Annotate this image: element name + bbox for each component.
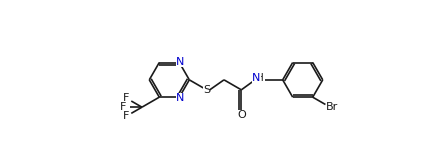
Text: Br: Br bbox=[326, 102, 339, 112]
Text: N: N bbox=[176, 57, 184, 67]
Text: F: F bbox=[123, 111, 129, 121]
Text: H: H bbox=[256, 73, 263, 83]
Text: S: S bbox=[203, 85, 210, 95]
Text: F: F bbox=[123, 93, 129, 103]
Text: N: N bbox=[176, 93, 184, 103]
Text: O: O bbox=[237, 110, 246, 120]
Text: N: N bbox=[252, 73, 260, 83]
Text: F: F bbox=[120, 102, 127, 112]
